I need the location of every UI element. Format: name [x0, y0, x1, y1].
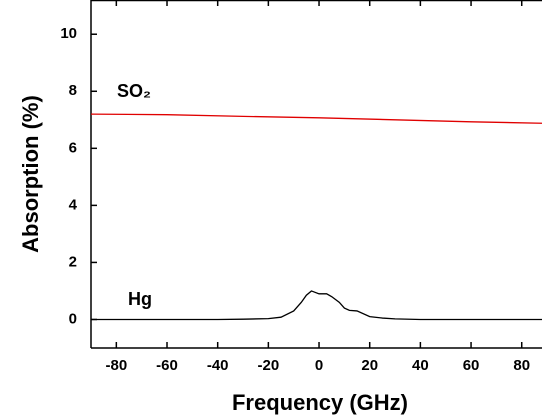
x-tick-label: 40: [412, 357, 429, 374]
line-series: [90, 113, 542, 124]
y-axis-title: Absorption (%): [18, 95, 43, 253]
y-tick-label: 8: [69, 82, 77, 99]
x-axis-title: Frequency (GHz): [232, 390, 408, 415]
annotation: SO₂: [117, 81, 151, 101]
line-series: [91, 290, 542, 321]
x-tick-label: -20: [258, 357, 280, 374]
x-tick-label: -40: [207, 357, 229, 374]
y-tick-label: 10: [60, 25, 77, 42]
y-tick-label: 0: [69, 310, 77, 327]
x-tick-label: -60: [156, 357, 178, 374]
x-tick-label: 0: [315, 357, 323, 374]
y-tick-label: 4: [69, 196, 78, 213]
y-tick-label: 2: [69, 253, 77, 270]
annotation: Hg: [128, 289, 152, 309]
x-tick-label: 80: [513, 357, 530, 374]
x-tick-label: 20: [361, 357, 378, 374]
x-tick-label: 60: [463, 357, 480, 374]
x-tick-label: -80: [105, 357, 127, 374]
y-tick-label: 6: [69, 139, 77, 156]
